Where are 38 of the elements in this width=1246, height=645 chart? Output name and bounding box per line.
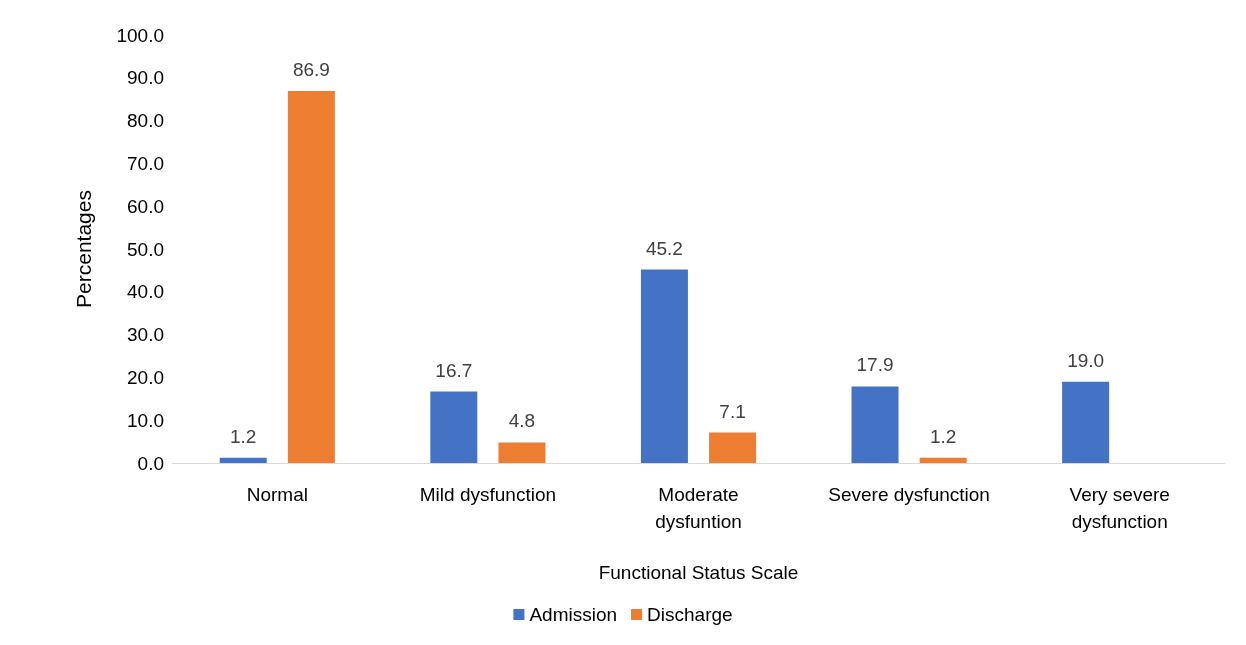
bar xyxy=(709,432,757,463)
y-tick-label: 80.0 xyxy=(127,110,164,132)
y-tick-label: 90.0 xyxy=(127,67,164,89)
bar xyxy=(640,269,688,463)
data-label: 7.1 xyxy=(719,400,746,422)
bar xyxy=(219,457,267,463)
bar xyxy=(1062,381,1110,463)
bar xyxy=(430,391,478,463)
y-axis-title: Percentages xyxy=(72,190,95,308)
y-tick-label: 30.0 xyxy=(127,324,164,346)
data-label: 16.7 xyxy=(435,359,473,381)
y-tick-label: 20.0 xyxy=(127,366,164,388)
x-tick-label: Moderate dysfuntion xyxy=(655,484,742,532)
data-label: 19.0 xyxy=(1067,349,1105,371)
y-tick-label: 100.0 xyxy=(116,24,164,46)
y-tick-label: 40.0 xyxy=(127,281,164,303)
bar xyxy=(287,91,335,463)
x-axis-title: Functional Status Scale xyxy=(598,562,799,583)
x-tick-label: Normal xyxy=(246,484,308,505)
bar xyxy=(498,442,546,463)
x-tick-label: Very severe dysfunction xyxy=(1069,484,1170,532)
data-label: 17.9 xyxy=(856,354,894,376)
data-label: 86.9 xyxy=(292,59,330,81)
data-label: 1.2 xyxy=(230,425,257,447)
data-label: 4.8 xyxy=(508,410,536,432)
bar xyxy=(919,457,967,463)
data-label: 1.2 xyxy=(929,425,957,447)
y-tick-label: 50.0 xyxy=(127,238,164,260)
data-label: 45.2 xyxy=(645,237,683,259)
x-tick-label: Severe dysfunction xyxy=(828,484,990,505)
x-tick-label: Mild dysfunction xyxy=(419,484,557,505)
y-tick-label: 10.0 xyxy=(127,409,164,431)
bar xyxy=(851,386,899,463)
legend-label: Discharge xyxy=(647,604,733,625)
y-tick-label: 70.0 xyxy=(127,152,164,174)
y-tick-label: 0.0 xyxy=(137,452,164,474)
legend-label: Admission xyxy=(529,604,618,625)
y-tick-label: 60.0 xyxy=(127,195,164,217)
